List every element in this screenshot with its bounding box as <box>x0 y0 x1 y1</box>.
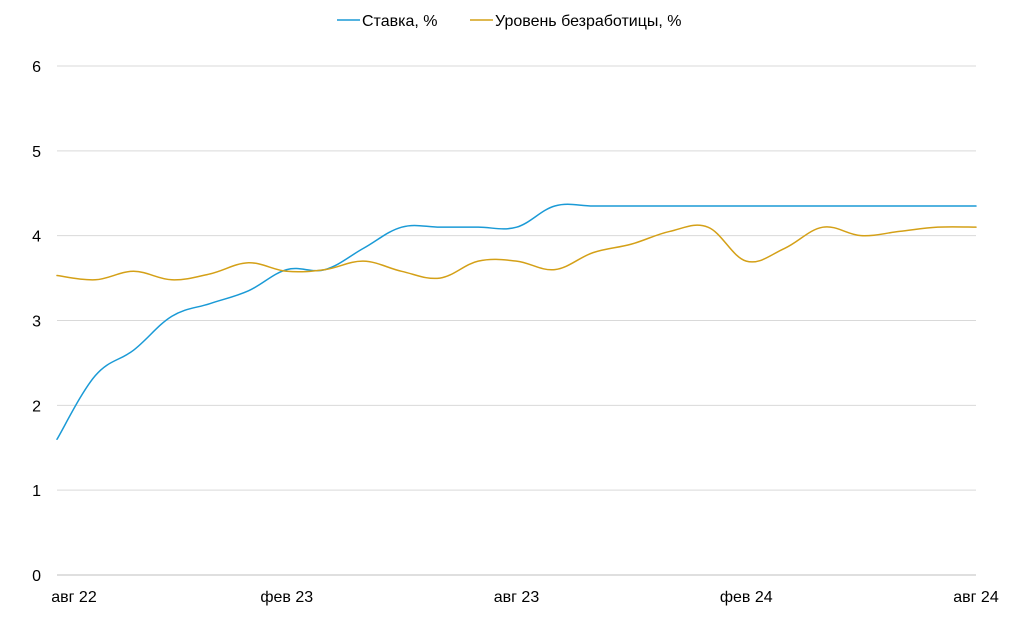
x-tick-label: авг 24 <box>953 589 999 606</box>
series-group <box>56 203 977 441</box>
series-line-unemployment <box>56 224 977 281</box>
x-tick-label: авг 23 <box>494 589 540 606</box>
legend-label: Уровень безработицы, % <box>495 13 682 30</box>
x-tick-label: фев 24 <box>720 589 773 606</box>
y-tick-label: 6 <box>32 59 41 76</box>
legend: Ставка, % Уровень безработицы, % <box>337 13 682 30</box>
x-axis: авг 22 фев 23 авг 23 фев 24 авг 24 <box>51 589 999 606</box>
y-tick-label: 1 <box>32 483 41 500</box>
legend-item-unemployment: Уровень безработицы, % <box>470 13 682 30</box>
legend-item-rate: Ставка, % <box>337 13 437 30</box>
y-tick-label: 0 <box>32 568 41 585</box>
y-axis: 0 1 2 3 4 5 6 <box>32 59 41 585</box>
y-tick-label: 3 <box>32 314 41 331</box>
x-tick-label: фев 23 <box>260 589 313 606</box>
legend-label: Ставка, % <box>362 13 437 30</box>
y-tick-label: 2 <box>32 398 41 415</box>
y-tick-label: 5 <box>32 144 41 161</box>
y-tick-label: 4 <box>32 229 41 246</box>
gridlines <box>57 65 976 576</box>
x-tick-label: авг 22 <box>51 589 97 606</box>
series-line-rate <box>56 203 977 441</box>
